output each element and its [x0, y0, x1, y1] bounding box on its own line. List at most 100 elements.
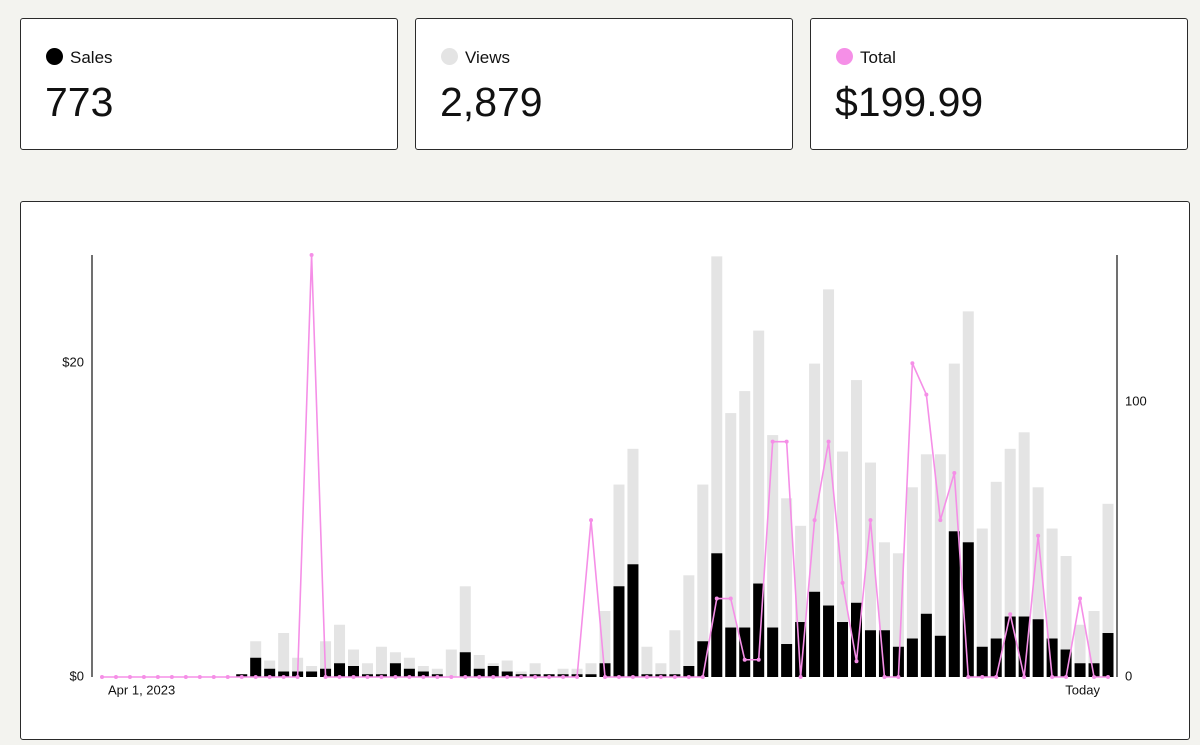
point [868, 518, 873, 523]
bar [613, 586, 625, 677]
point [1092, 675, 1097, 679]
bar [306, 666, 318, 677]
bar [459, 586, 471, 677]
bar [627, 564, 639, 677]
bar [962, 311, 974, 677]
bar [431, 668, 443, 677]
bar [864, 630, 876, 677]
point [672, 675, 677, 679]
bar [1018, 616, 1030, 677]
point [197, 675, 202, 679]
bar [906, 638, 918, 677]
point [435, 675, 440, 679]
bar [459, 652, 471, 677]
stat-value: $199.99 [835, 79, 984, 125]
point [980, 675, 985, 679]
bar [501, 671, 513, 677]
point [616, 675, 621, 679]
point [477, 675, 482, 679]
point [589, 518, 594, 523]
bar [892, 553, 904, 677]
bar [934, 635, 946, 677]
point [728, 596, 733, 601]
point [603, 675, 607, 679]
bar [753, 583, 765, 677]
stat-card: Views 2,879 [415, 18, 793, 150]
bar [361, 663, 373, 677]
stat-label: Total [860, 48, 896, 67]
point [994, 675, 999, 679]
bar [948, 363, 960, 677]
point [742, 657, 747, 662]
bar [641, 646, 653, 677]
point [910, 361, 915, 366]
point [966, 675, 971, 679]
point [714, 596, 719, 601]
point [644, 675, 649, 679]
bar [934, 454, 946, 677]
point [169, 675, 174, 679]
point [561, 675, 566, 679]
bar [781, 644, 793, 677]
stat-value: 773 [45, 79, 114, 125]
bar [976, 646, 988, 677]
stat-label: Views [465, 48, 511, 67]
point [784, 439, 789, 444]
bar [739, 391, 751, 677]
bar [627, 448, 639, 677]
point [100, 675, 104, 679]
point [938, 518, 943, 523]
bar [403, 668, 415, 677]
bar [1046, 638, 1058, 677]
point [491, 675, 496, 679]
bar [878, 630, 890, 677]
bar [473, 668, 485, 677]
bar [403, 657, 415, 677]
bar [990, 481, 1002, 677]
point [421, 675, 426, 679]
y-tick-label: $0 [70, 668, 84, 683]
bar [920, 454, 932, 677]
bar [823, 605, 835, 677]
bar [250, 657, 262, 677]
point [239, 675, 244, 679]
bar [1088, 663, 1100, 677]
point [337, 675, 342, 679]
point [1078, 596, 1083, 601]
point [1036, 533, 1041, 538]
bar [767, 627, 779, 677]
bar [1060, 649, 1072, 677]
point [770, 439, 775, 444]
bar [1088, 611, 1100, 677]
point [155, 675, 160, 679]
point [449, 675, 454, 679]
point [686, 675, 691, 679]
point [826, 439, 831, 444]
bar [278, 633, 290, 677]
bar [851, 602, 862, 677]
point [882, 675, 887, 679]
bar [348, 649, 359, 677]
point [533, 675, 538, 679]
bar [697, 641, 709, 677]
point [309, 253, 314, 257]
legend-dot [46, 48, 63, 65]
point [393, 675, 398, 679]
point [547, 675, 552, 679]
bar [1074, 624, 1086, 677]
bar [809, 591, 821, 677]
bar [948, 531, 960, 677]
bar [864, 462, 876, 677]
stat-card: Total $199.99 [810, 18, 1188, 150]
bar [795, 622, 807, 677]
legend-dot [441, 48, 458, 65]
bar [417, 666, 429, 677]
bar [851, 380, 862, 677]
point [1064, 675, 1069, 679]
point [281, 675, 286, 679]
stat-card: Sales 773 [20, 18, 398, 150]
bar [1046, 528, 1058, 677]
bar [487, 666, 499, 677]
